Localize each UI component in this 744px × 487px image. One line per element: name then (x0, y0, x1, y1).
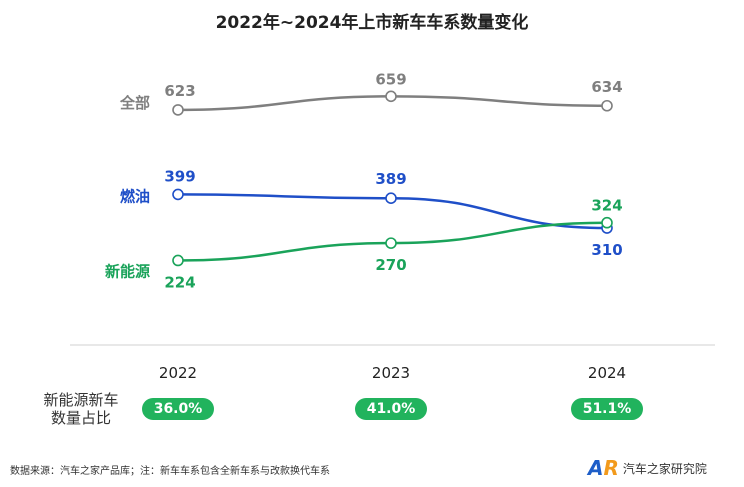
data-label-0-1: 659 (375, 70, 406, 88)
data-point-2-0 (172, 254, 184, 267)
data-point-2-1 (385, 237, 397, 249)
data-label-1-1: 389 (375, 170, 406, 188)
data-point-2-2 (601, 216, 613, 229)
share-row-label: 新能源新车数量占比 (43, 391, 119, 427)
data-label-1-0: 399 (164, 167, 195, 185)
series-name-2: 新能源 (105, 262, 150, 280)
data-label-1-2: 310 (591, 241, 622, 259)
share-pill-2024: 51.1% (571, 398, 643, 420)
data-point-1-0 (172, 188, 184, 201)
data-point-0-0 (172, 104, 184, 116)
series-name-1: 燃油 (120, 187, 150, 205)
data-label-0-0: 623 (164, 82, 195, 100)
logo-mark-icon: AR (588, 456, 619, 480)
x-tick-label-2024: 2024 (588, 364, 626, 382)
data-label-2-1: 270 (375, 256, 406, 274)
data-label-0-2: 634 (591, 78, 622, 96)
data-point-1-1 (385, 192, 397, 205)
logo: AR 汽车之家研究院 (588, 456, 707, 480)
x-tick-label-2023: 2023 (372, 364, 410, 382)
data-label-2-2: 324 (591, 197, 622, 215)
line-chart: 2022 2023 2024 623 659 634 全部 399 389 310 燃油 224 270… (70, 70, 715, 382)
data-point-0-1 (385, 90, 397, 103)
series-name-0: 全部 (119, 94, 150, 112)
share-pill-2023: 41.0% (355, 398, 427, 420)
data-point-0-2 (601, 99, 613, 112)
share-pill-2022: 36.0% (142, 398, 214, 420)
logo-text: 汽车之家研究院 (622, 461, 707, 476)
x-tick-label-2022: 2022 (159, 364, 197, 382)
data-label-2-0: 224 (164, 273, 195, 291)
chart-title: 2022年~2024年上市新车车系数量变化 (215, 13, 529, 33)
footer-source: 数据来源：汽车之家产品库；注：新车车系包含全新车系与改款换代车系 (10, 466, 330, 477)
